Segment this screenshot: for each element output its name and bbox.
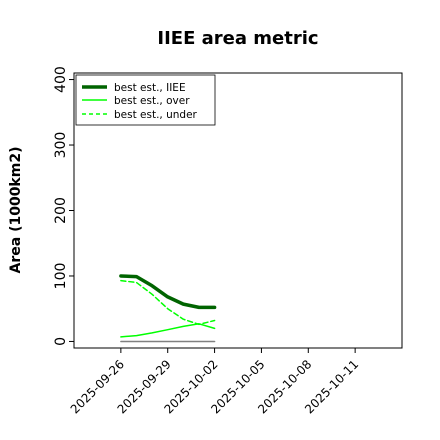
series-line-1: [120, 323, 216, 338]
chart-title: IIEE area metric: [157, 28, 318, 49]
y-tick-label: 400: [53, 66, 69, 93]
series-line-2: [120, 279, 216, 326]
y-tick-label: 0: [53, 337, 69, 346]
y-axis-label: Area (1000km2): [8, 147, 24, 274]
legend-label-under: best est., under: [114, 109, 198, 121]
x-axis: 2025-09-262025-09-292025-10-022025-10-05…: [68, 348, 361, 416]
legend: best est., IIEE best est., over best est…: [75, 74, 216, 126]
legend-label-iiee: best est., IIEE: [114, 82, 186, 94]
legend-label-over: best est., over: [114, 95, 190, 107]
y-tick-label: 200: [53, 197, 69, 224]
plot-lines: [119, 274, 217, 343]
y-tick-label: 300: [53, 132, 69, 159]
series-line-0: [119, 274, 217, 310]
y-tick-label: 100: [53, 263, 69, 290]
y-axis: 0 100 200 300 400: [53, 66, 74, 346]
